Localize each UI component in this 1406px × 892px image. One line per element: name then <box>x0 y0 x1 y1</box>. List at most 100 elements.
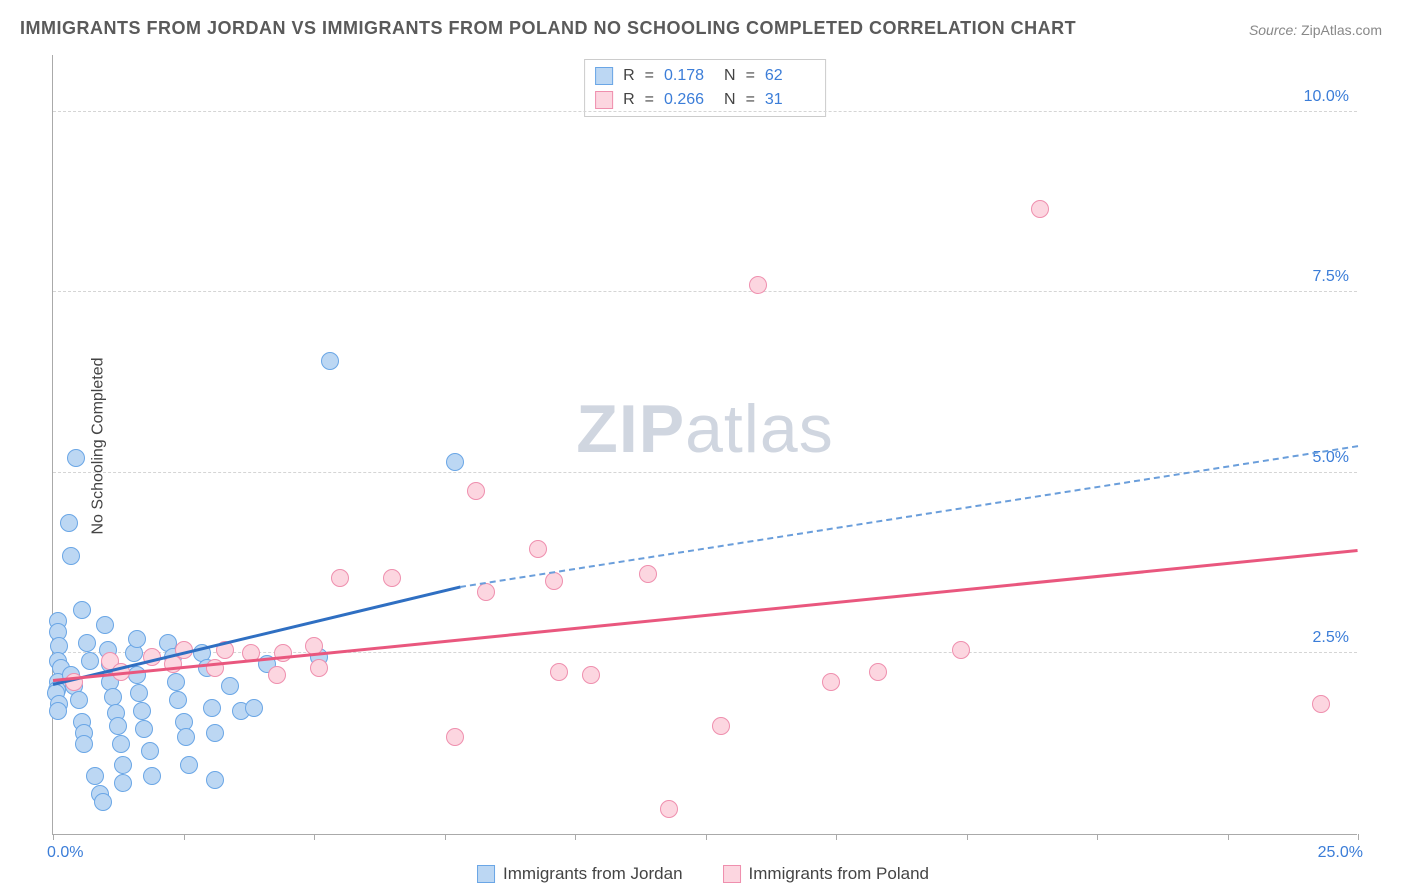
jordan-point <box>180 756 198 774</box>
poland-point <box>1312 695 1330 713</box>
y-tick-label: 10.0% <box>1304 88 1349 106</box>
n-label-2: N <box>724 88 736 112</box>
watermark-zip: ZIP <box>576 391 685 467</box>
poland-point <box>952 641 970 659</box>
chart-title: IMMIGRANTS FROM JORDAN VS IMMIGRANTS FRO… <box>20 18 1076 39</box>
poland-point <box>550 663 568 681</box>
jordan-point <box>169 691 187 709</box>
jordan-point <box>143 767 161 785</box>
jordan-point <box>78 634 96 652</box>
poland-n-value: 31 <box>765 88 815 112</box>
jordan-point <box>321 352 339 370</box>
x-tick-label: 0.0% <box>47 844 83 862</box>
jordan-point <box>167 673 185 691</box>
x-tick <box>967 834 968 840</box>
jordan-point <box>62 547 80 565</box>
gridline <box>53 111 1357 112</box>
jordan-r-value: 0.178 <box>664 64 714 88</box>
poland-r-value: 0.266 <box>664 88 714 112</box>
poland-point <box>331 569 349 587</box>
legend-item-jordan: Immigrants from Jordan <box>477 864 683 884</box>
jordan-point <box>128 630 146 648</box>
x-tick <box>575 834 576 840</box>
jordan-point <box>135 720 153 738</box>
stats-legend-box: R = 0.178 N = 62 R = 0.266 N = 31 <box>584 59 826 117</box>
poland-point <box>446 728 464 746</box>
r-label: R <box>623 64 635 88</box>
jordan-point <box>446 453 464 471</box>
jordan-point <box>109 717 127 735</box>
chart-container: IMMIGRANTS FROM JORDAN VS IMMIGRANTS FRO… <box>0 0 1406 892</box>
jordan-point <box>141 742 159 760</box>
poland-swatch-icon <box>595 91 613 109</box>
r-label-2: R <box>623 88 635 112</box>
stats-row-jordan: R = 0.178 N = 62 <box>595 64 815 88</box>
jordan-point <box>133 702 151 720</box>
jordan-point <box>130 684 148 702</box>
jordan-point <box>112 735 130 753</box>
jordan-swatch-icon <box>595 67 613 85</box>
poland-point <box>545 572 563 590</box>
eq-sign-3: = <box>645 88 654 112</box>
jordan-point <box>94 793 112 811</box>
y-tick-label: 2.5% <box>1313 629 1349 647</box>
jordan-point <box>73 601 91 619</box>
poland-point <box>268 666 286 684</box>
poland-point <box>529 540 547 558</box>
jordan-point <box>96 616 114 634</box>
jordan-point <box>86 767 104 785</box>
poland-point <box>310 659 328 677</box>
jordan-point <box>67 449 85 467</box>
watermark: ZIPatlas <box>576 390 833 468</box>
poland-point <box>383 569 401 587</box>
jordan-point <box>75 735 93 753</box>
jordan-point <box>60 514 78 532</box>
x-tick-label: 25.0% <box>1318 844 1363 862</box>
poland-legend-label: Immigrants from Poland <box>749 864 929 884</box>
eq-sign-4: = <box>746 88 755 112</box>
x-tick <box>706 834 707 840</box>
jordan-trend-dash <box>460 446 1358 589</box>
poland-point <box>822 673 840 691</box>
jordan-point <box>177 728 195 746</box>
jordan-legend-label: Immigrants from Jordan <box>503 864 683 884</box>
n-label: N <box>724 64 736 88</box>
jordan-point <box>128 666 146 684</box>
jordan-point <box>81 652 99 670</box>
source-value: ZipAtlas.com <box>1301 22 1382 38</box>
jordan-point <box>206 771 224 789</box>
poland-point <box>582 666 600 684</box>
x-tick <box>53 834 54 840</box>
gridline <box>53 291 1357 292</box>
poland-point <box>869 663 887 681</box>
plot-area: ZIPatlas R = 0.178 N = 62 R = 0.266 N = … <box>52 55 1357 835</box>
poland-point <box>639 565 657 583</box>
poland-point <box>749 276 767 294</box>
jordan-point <box>203 699 221 717</box>
x-tick <box>836 834 837 840</box>
bottom-legend: Immigrants from Jordan Immigrants from P… <box>477 864 929 884</box>
x-tick <box>1358 834 1359 840</box>
y-tick-label: 7.5% <box>1313 268 1349 286</box>
x-tick <box>1097 834 1098 840</box>
eq-sign: = <box>645 64 654 88</box>
x-tick <box>1228 834 1229 840</box>
poland-point <box>1031 200 1049 218</box>
watermark-atlas: atlas <box>685 391 834 467</box>
poland-trend-line <box>53 549 1358 682</box>
eq-sign-2: = <box>746 64 755 88</box>
source-label: Source: <box>1249 22 1297 38</box>
legend-item-poland: Immigrants from Poland <box>723 864 929 884</box>
poland-legend-swatch-icon <box>723 865 741 883</box>
source-credit: Source: ZipAtlas.com <box>1249 22 1382 38</box>
jordan-point <box>70 691 88 709</box>
poland-point <box>467 482 485 500</box>
jordan-point <box>206 724 224 742</box>
jordan-point <box>114 774 132 792</box>
x-tick <box>445 834 446 840</box>
gridline <box>53 472 1357 473</box>
jordan-point <box>114 756 132 774</box>
poland-point <box>477 583 495 601</box>
jordan-trend-line <box>53 585 461 685</box>
jordan-point <box>245 699 263 717</box>
